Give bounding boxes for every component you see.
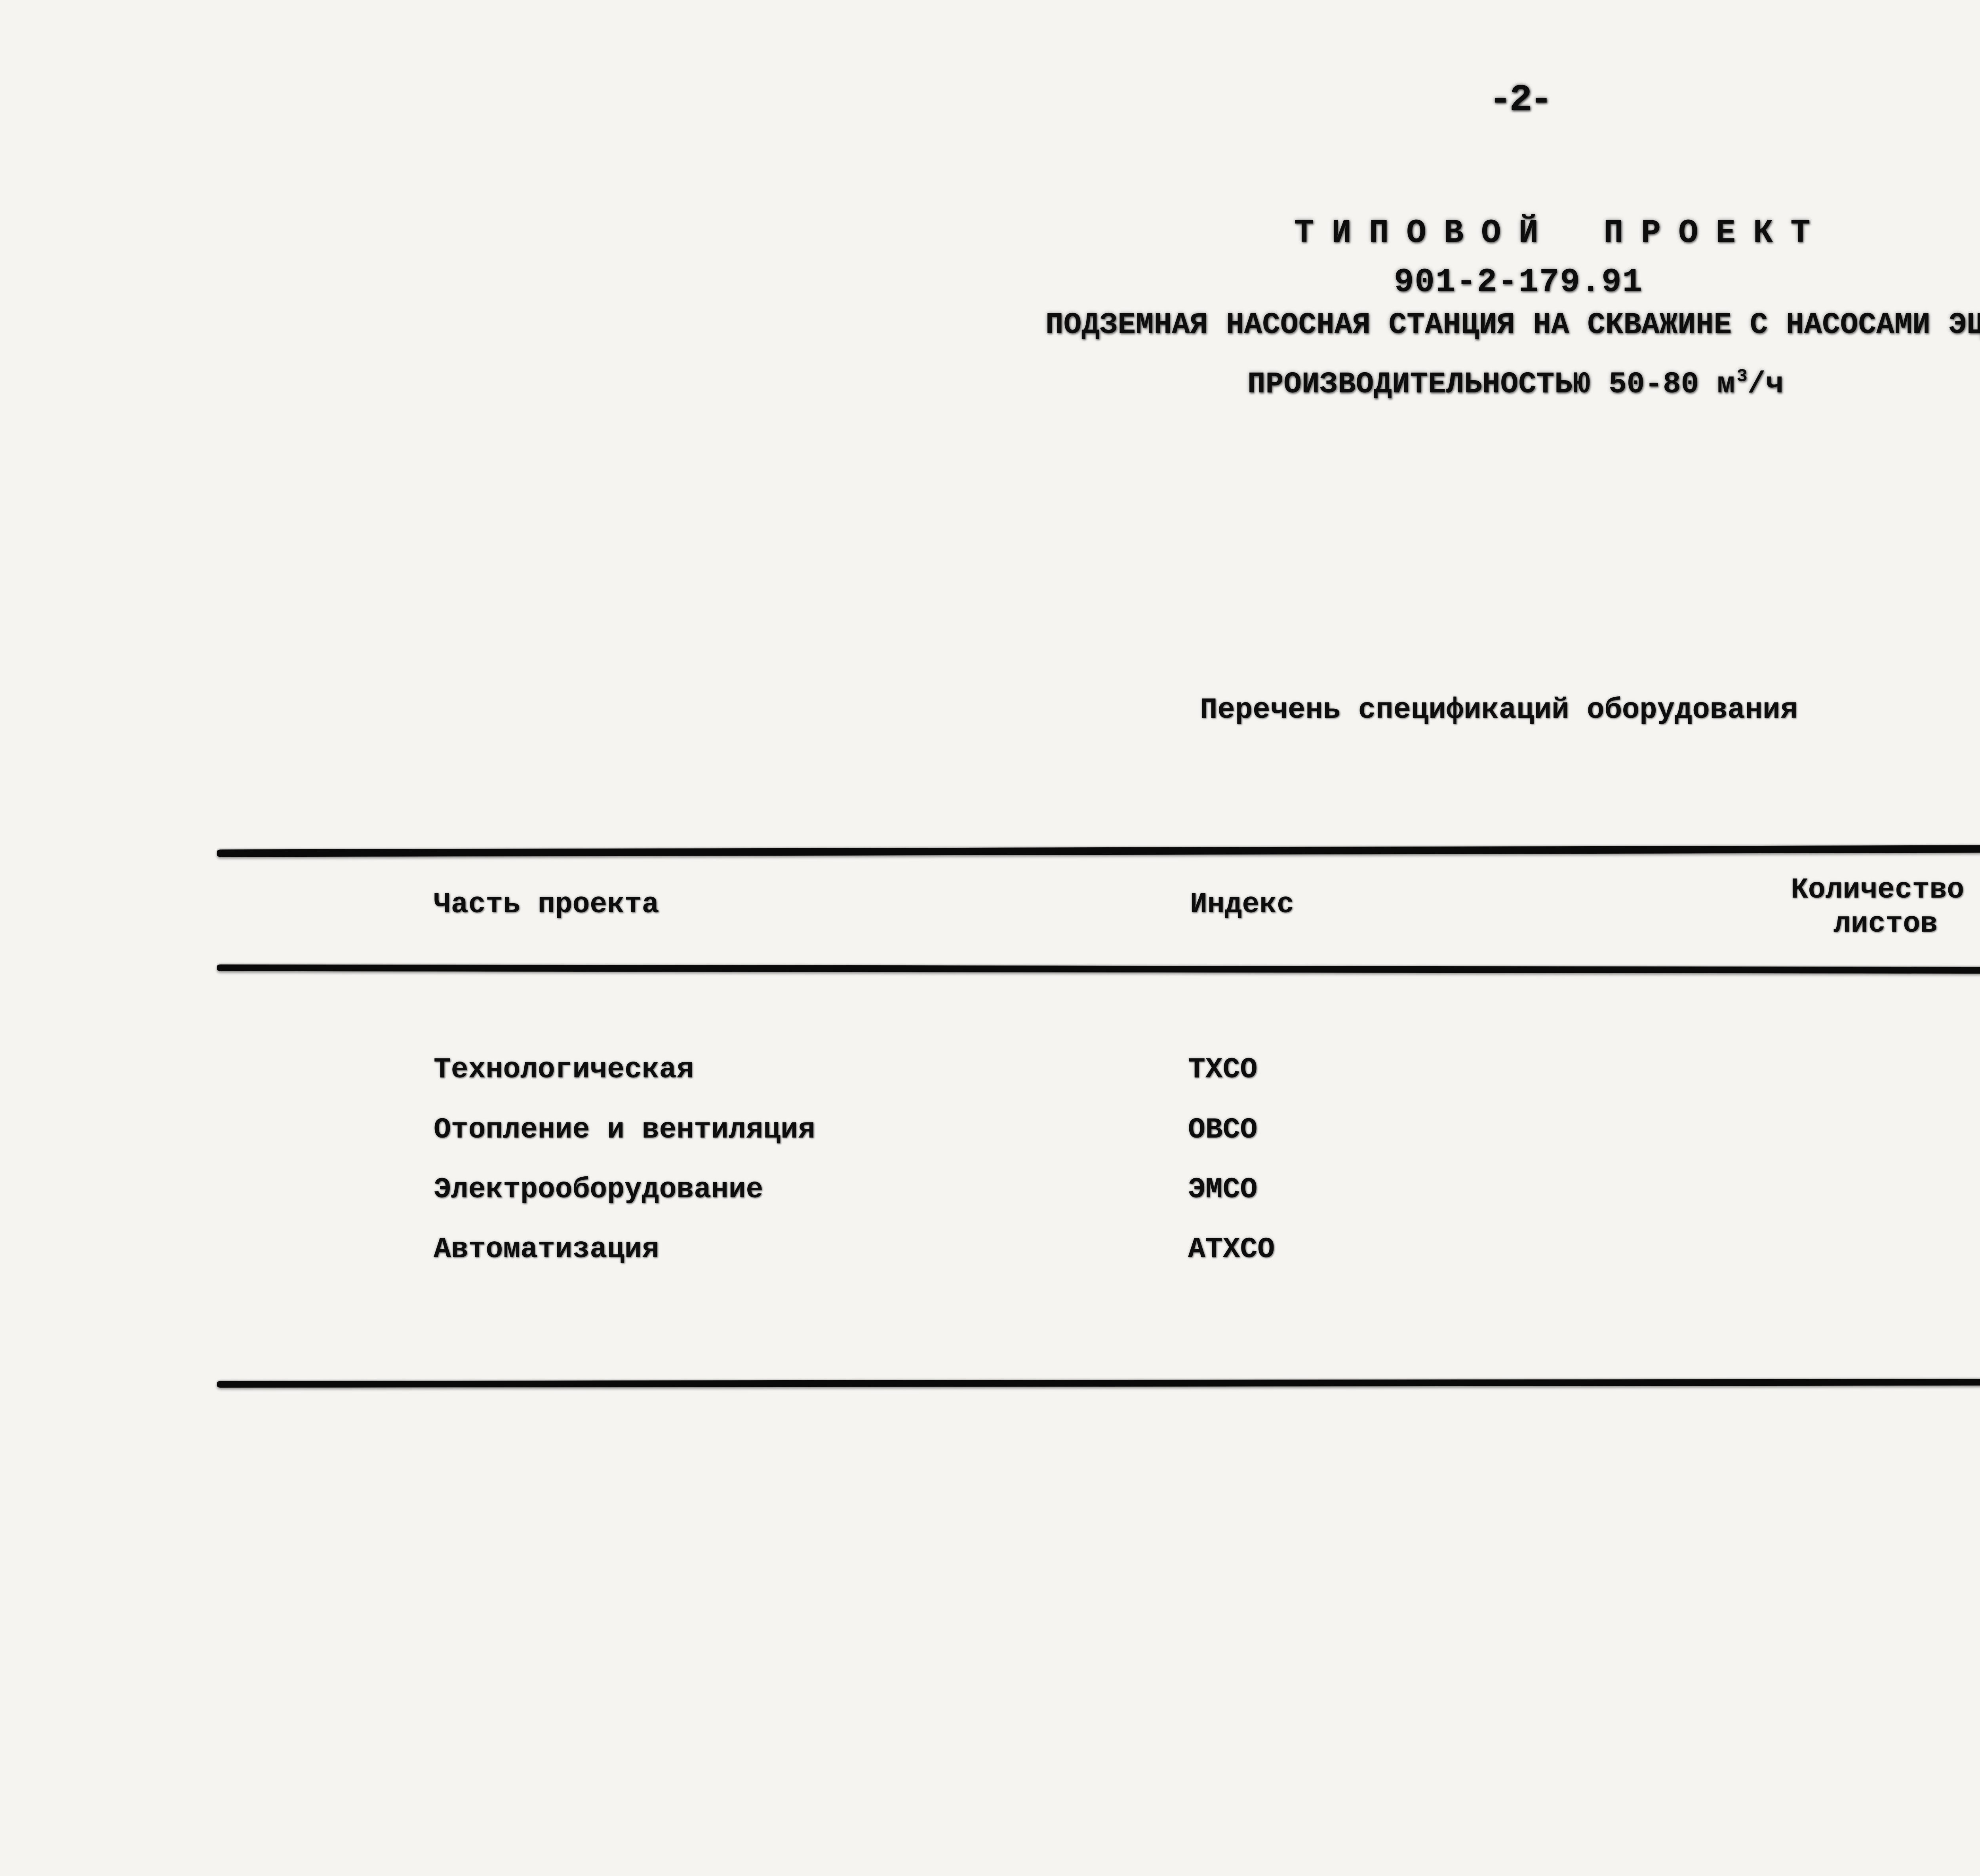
cubic-meter-superscript: 3	[1736, 366, 1748, 387]
section-title: Перечень спецификаций оборудования	[1200, 694, 1798, 727]
table-header-rule	[217, 964, 1980, 975]
table-top-rule	[217, 843, 1980, 857]
cell-index: ТХСО	[1188, 1053, 1258, 1086]
table-bottom-rule	[217, 1378, 1980, 1388]
cell-index: АТХСО	[1188, 1233, 1275, 1266]
header-sheets-line1: Количество	[1791, 873, 1965, 906]
page-number: -2-	[1489, 78, 1553, 122]
cell-part: Электрооборудование	[434, 1173, 763, 1206]
header-part: Часть проекта	[434, 888, 659, 921]
subtitle-line-2: ПРОИЗВОДИТЕЛЬНОСТЬЮ 50-80 м3/ч	[1247, 366, 1784, 401]
cell-part: Технологическая	[434, 1053, 694, 1086]
cell-part: Отопление и вентиляция	[434, 1113, 815, 1146]
cell-index: ОВСО	[1188, 1113, 1258, 1146]
cell-index: ЭМСО	[1188, 1173, 1258, 1206]
subtitle-line-2-unit: /ч	[1747, 367, 1784, 401]
doc-type-title: ТИПОВОЙ ПРОЕКТ	[1294, 215, 1828, 252]
subtitle-line-1: ПОДЗЕМНАЯ НАСОСНАЯ СТАНЦИЯ НА СКВАЖИНЕ С…	[1045, 308, 1980, 342]
project-series-number: 901-2-179.91	[1394, 264, 1643, 301]
cell-part: Автоматизация	[434, 1233, 659, 1266]
subtitle-line-2-text: ПРОИЗВОДИТЕЛЬНОСТЬЮ 50-80 м	[1247, 367, 1735, 401]
header-sheets-line2: листов	[1833, 908, 1938, 940]
header-index: Индекс	[1190, 888, 1294, 921]
